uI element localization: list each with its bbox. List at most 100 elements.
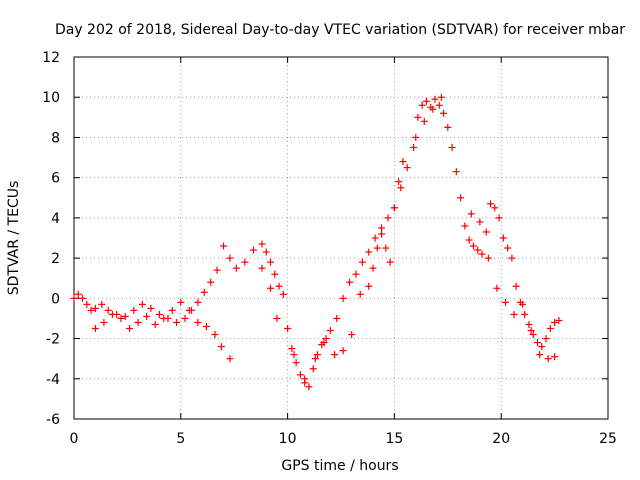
data-point	[194, 298, 202, 306]
data-point	[202, 322, 210, 330]
x-tick-label: 5	[176, 431, 185, 447]
chart-title: Day 202 of 2018, Sidereal Day-to-day VTE…	[55, 22, 625, 38]
data-point	[79, 294, 87, 302]
data-point	[314, 351, 322, 359]
data-point	[155, 310, 163, 318]
data-point	[519, 300, 527, 308]
data-point	[288, 345, 296, 353]
data-point	[322, 335, 330, 343]
data-point	[465, 236, 473, 244]
y-tick-label: 0	[51, 291, 60, 307]
data-point	[491, 204, 499, 212]
data-point	[499, 234, 507, 242]
data-point	[83, 300, 91, 308]
y-tick-label: 12	[42, 50, 60, 66]
tick-layer	[73, 56, 609, 420]
data-point	[476, 218, 484, 226]
data-point	[320, 339, 328, 347]
data-point	[121, 312, 129, 320]
data-point	[130, 306, 138, 314]
data-point	[117, 314, 125, 322]
data-point	[185, 306, 193, 314]
data-point	[435, 101, 443, 109]
y-tick-label: 2	[51, 251, 60, 267]
data-point	[414, 113, 422, 121]
data-point	[309, 365, 317, 373]
data-point	[160, 314, 168, 322]
data-point	[469, 242, 477, 250]
data-point	[217, 343, 225, 351]
data-point	[422, 97, 430, 105]
data-point	[194, 318, 202, 326]
data-point	[168, 306, 176, 314]
data-point	[487, 200, 495, 208]
data-point	[521, 310, 529, 318]
data-point	[331, 351, 339, 359]
data-point	[262, 248, 270, 256]
data-point	[412, 133, 420, 141]
data-point	[484, 254, 492, 262]
data-point	[211, 331, 219, 339]
data-point	[555, 316, 563, 324]
data-point	[134, 318, 142, 326]
data-point	[213, 266, 221, 274]
data-point	[296, 371, 304, 379]
data-point	[420, 117, 428, 125]
data-point	[395, 178, 403, 186]
data-point	[98, 300, 106, 308]
data-point	[382, 244, 390, 252]
data-point	[369, 264, 377, 272]
data-point	[482, 228, 490, 236]
data-point	[290, 351, 298, 359]
data-point	[352, 270, 360, 278]
data-point	[91, 304, 99, 312]
data-point	[510, 310, 518, 318]
data-point	[493, 284, 501, 292]
x-tick-label: 0	[70, 431, 79, 447]
data-point	[457, 194, 465, 202]
data-point	[386, 258, 394, 266]
data-point	[444, 123, 452, 131]
data-point	[512, 282, 520, 290]
data-point	[378, 230, 386, 238]
data-point	[91, 325, 99, 332]
y-tick-label: 4	[51, 211, 60, 227]
data-point	[452, 168, 460, 176]
data-point	[529, 331, 537, 339]
x-tick-label: 15	[385, 431, 403, 447]
data-point	[275, 282, 283, 290]
data-point	[333, 314, 341, 322]
data-point	[271, 270, 279, 278]
x-axis-label: GPS time / hours	[281, 458, 398, 474]
data-point	[403, 164, 411, 172]
data-point	[70, 294, 78, 302]
data-point	[273, 314, 281, 322]
data-point	[551, 353, 559, 361]
y-tick-label: -6	[46, 412, 60, 428]
data-point	[365, 282, 373, 290]
data-point	[173, 318, 181, 326]
data-point	[418, 101, 426, 109]
data-point	[410, 144, 418, 151]
data-point	[504, 244, 512, 252]
data-point	[461, 222, 469, 230]
data-point	[207, 278, 215, 286]
data-point	[305, 383, 313, 391]
data-point	[390, 204, 398, 212]
y-tick-label: 6	[51, 171, 60, 187]
data-point	[249, 246, 257, 254]
data-point	[378, 224, 386, 232]
data-point	[220, 242, 228, 250]
data-point	[104, 306, 112, 314]
data-point	[143, 312, 151, 320]
data-point	[358, 258, 366, 266]
data-point	[284, 325, 292, 332]
data-point	[241, 258, 249, 266]
data-point	[226, 355, 234, 363]
data-point	[371, 234, 379, 242]
data-point	[346, 278, 354, 286]
data-point	[108, 310, 116, 318]
data-point	[356, 290, 364, 298]
data-point	[534, 339, 542, 347]
